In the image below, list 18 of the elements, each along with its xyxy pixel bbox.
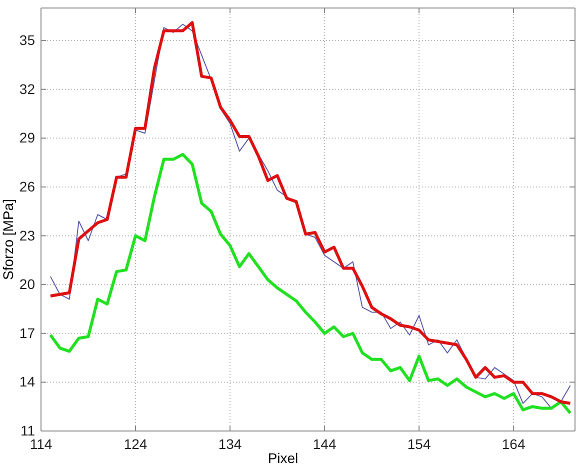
y-tick-label: 17	[19, 324, 36, 341]
y-tick-label: 29	[19, 130, 36, 146]
y-tick-label: 35	[19, 32, 36, 48]
line-series	[48, 152, 572, 415]
y-tick-label: 32	[19, 80, 36, 97]
y-tick-label: 26	[19, 178, 36, 194]
y-tick-label: 14	[19, 374, 36, 390]
x-axis-title: Pixel	[268, 450, 298, 466]
x-tick-label: 164	[502, 436, 526, 452]
x-tick-label: 114	[30, 436, 52, 452]
y-tick-label: 23	[19, 227, 36, 244]
x-tick-label: 154	[407, 436, 431, 452]
y-axis-title: Sforzo [MPa]	[0, 199, 16, 280]
x-tick-label: 144	[312, 436, 336, 452]
y-tick-label: 20	[19, 276, 36, 292]
x-tick-label: 134	[218, 436, 242, 452]
x-tick-label: 124	[124, 436, 148, 452]
y-tick-label: 11	[20, 422, 36, 438]
